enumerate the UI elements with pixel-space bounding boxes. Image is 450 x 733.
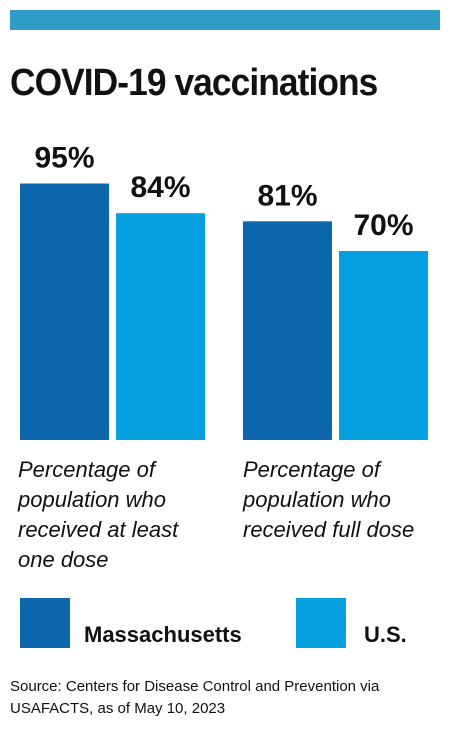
- legend-swatch-us: [296, 598, 346, 648]
- bar-us-full-dose: [339, 251, 428, 440]
- source-note: Source: Centers for Disease Control and …: [10, 678, 380, 717]
- chart-title: COVID-19 vaccinations: [10, 62, 378, 104]
- header-accent-bar: [10, 10, 440, 30]
- legend-label-massachusetts: Massachusetts: [84, 622, 242, 647]
- value-label-us-full-dose: 70%: [353, 209, 413, 242]
- category-label-full-dose: Percentage of population who received fu…: [243, 457, 415, 542]
- value-label-massachusetts-full-dose: 81%: [257, 179, 317, 212]
- value-label-us-at-least-one-dose: 84%: [130, 171, 190, 204]
- bar-chart: 95% 81% 84% 70%: [20, 142, 428, 440]
- legend-swatch-massachusetts: [20, 598, 70, 648]
- value-label-massachusetts-at-least-one-dose: 95%: [34, 142, 94, 175]
- bar-massachusetts-at-least-one-dose: [20, 183, 109, 440]
- bar-us-at-least-one-dose: [116, 213, 205, 440]
- legend-label-us: U.S.: [364, 622, 407, 647]
- bar-massachusetts-full-dose: [243, 221, 332, 440]
- category-label-at-least-one-dose: Percentage of population who received at…: [18, 457, 179, 572]
